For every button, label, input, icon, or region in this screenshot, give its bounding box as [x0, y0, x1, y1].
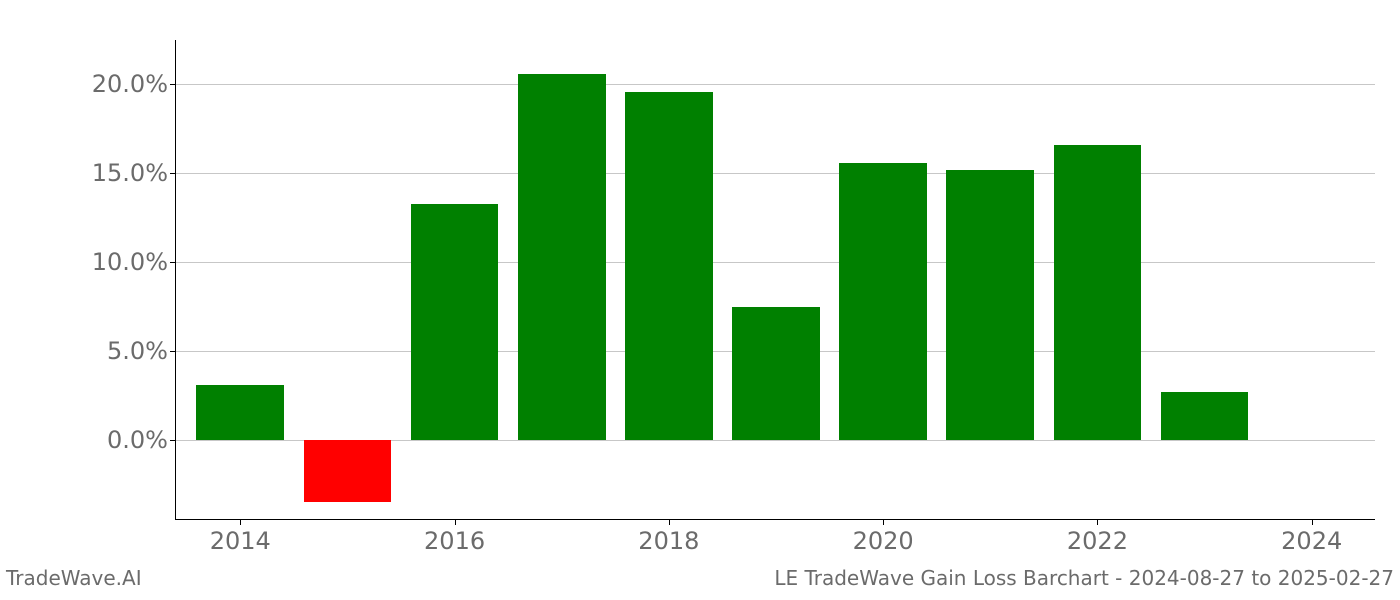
bar — [839, 163, 927, 440]
bar — [411, 204, 499, 440]
x-tick-label: 2016 — [424, 519, 485, 555]
bar — [1054, 145, 1142, 440]
chart-frame: 0.0% 5.0% 10.0% 15.0% 20.0% 2014 2016 2018 2020 2… — [0, 0, 1400, 600]
bar — [1161, 392, 1249, 440]
bar — [304, 440, 392, 502]
x-tick-label: 2018 — [638, 519, 699, 555]
x-tick-label: 2020 — [853, 519, 914, 555]
y-gridline — [176, 84, 1375, 85]
footer-right-text: LE TradeWave Gain Loss Barchart - 2024-0… — [774, 566, 1394, 590]
bar — [625, 92, 713, 440]
x-tick-label: 2024 — [1281, 519, 1342, 555]
y-tick-label: 0.0% — [107, 426, 176, 454]
bar — [518, 74, 606, 440]
y-gridline — [176, 262, 1375, 263]
x-tick-label: 2014 — [210, 519, 271, 555]
y-gridline — [176, 173, 1375, 174]
y-tick-label: 20.0% — [92, 70, 176, 98]
bar — [196, 385, 284, 440]
plot-area: 0.0%5.0%10.0%15.0%20.0%20142016201820202… — [175, 40, 1375, 520]
y-tick-label: 10.0% — [92, 248, 176, 276]
y-tick-label: 5.0% — [107, 337, 176, 365]
bar — [732, 307, 820, 440]
footer-left-text: TradeWave.AI — [6, 566, 142, 590]
y-tick-label: 15.0% — [92, 159, 176, 187]
bar — [946, 170, 1034, 440]
x-tick-label: 2022 — [1067, 519, 1128, 555]
